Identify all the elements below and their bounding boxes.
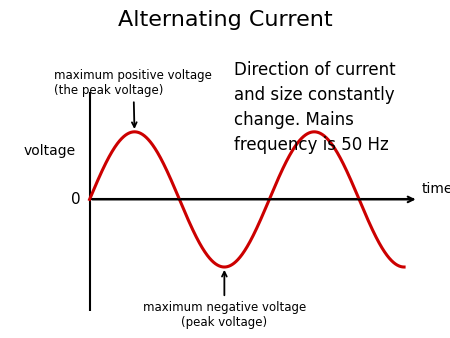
Text: voltage: voltage (23, 144, 75, 158)
Text: time: time (421, 182, 450, 196)
Text: Direction of current
and size constantly
change. Mains
frequency is 50 Hz: Direction of current and size constantly… (234, 61, 396, 154)
Text: Alternating Current: Alternating Current (118, 10, 332, 30)
Text: 0: 0 (72, 192, 81, 207)
Text: maximum positive voltage
(the peak voltage): maximum positive voltage (the peak volta… (54, 69, 212, 127)
Text: maximum negative voltage
(peak voltage): maximum negative voltage (peak voltage) (143, 272, 306, 329)
